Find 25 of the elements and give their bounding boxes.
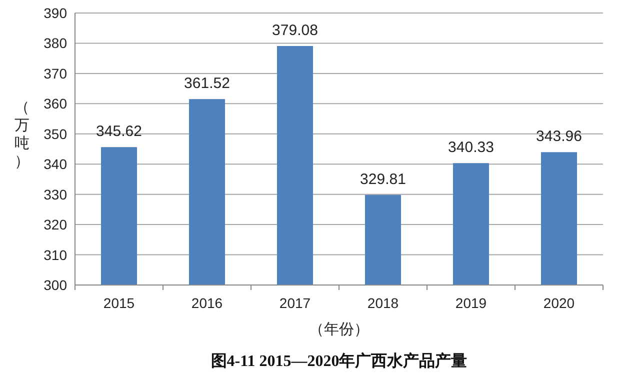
y-tick-label: 300 xyxy=(44,277,68,293)
y-tick-label: 310 xyxy=(44,246,68,263)
y-tick-label: 360 xyxy=(44,96,68,112)
x-tick-label: 2016 xyxy=(191,295,223,311)
y-tick-label: 340 xyxy=(44,156,68,172)
data-label: 361.52 xyxy=(184,75,230,92)
data-label: 379.08 xyxy=(272,22,318,40)
y-tick-label: 380 xyxy=(44,35,68,52)
y-tick-label: 350 xyxy=(44,126,68,142)
y-tick-label: 370 xyxy=(44,65,68,82)
x-tick-label: 2017 xyxy=(279,295,311,311)
x-tick-label: 2018 xyxy=(367,295,399,311)
y-tick-label: 330 xyxy=(44,186,68,202)
y-tick-label: 390 xyxy=(44,5,68,21)
y-axis-title: （万吨） xyxy=(14,99,30,170)
text: 图4-11 2015—2020年广西水产品产量 xyxy=(210,352,468,370)
data-label: 340.33 xyxy=(448,139,494,156)
x-tick-label: 2019 xyxy=(455,295,487,311)
y-tick-label: 320 xyxy=(44,216,68,233)
x-axis-title: （年份） xyxy=(309,321,369,338)
x-tick-label: 2020 xyxy=(543,295,575,311)
data-label: 343.96 xyxy=(536,128,582,146)
data-label: 345.62 xyxy=(96,123,142,140)
data-label: 329.81 xyxy=(360,170,406,188)
x-tick-label: 2015 xyxy=(103,295,135,311)
